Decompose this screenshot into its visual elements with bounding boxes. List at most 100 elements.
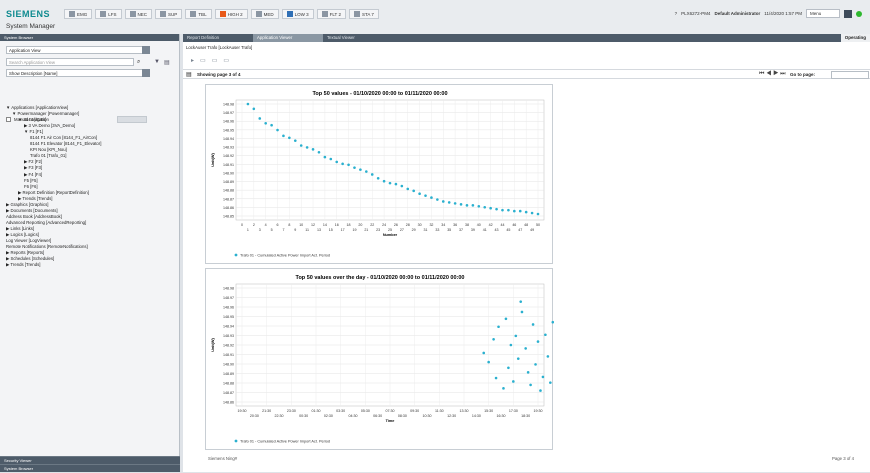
data-point (264, 122, 267, 125)
summary-item[interactable]: HIGH 2 (215, 9, 248, 19)
report-toolbar: ▸ ▭ ▭ ▭ (191, 57, 229, 64)
navigate-button[interactable] (117, 116, 147, 123)
layout-icon[interactable] (844, 10, 852, 18)
system-browser-tab[interactable]: System Browser (0, 464, 180, 472)
data-point (282, 135, 285, 138)
x-tick-label: 23:30 (287, 409, 296, 413)
filter-icon[interactable]: ▼ (154, 59, 160, 65)
data-point (547, 355, 550, 358)
data-point (532, 323, 535, 326)
summary-item-label: STA 7 (362, 12, 374, 17)
tree-node[interactable]: ▶ Trends [Trends] (6, 262, 101, 268)
tab-textual-viewer[interactable]: Textual Viewer (323, 34, 393, 42)
summary-item[interactable]: LFS (95, 9, 121, 19)
y-tick-label: 148.96 (223, 120, 234, 124)
x-tick-label: 5 (271, 228, 273, 232)
x-tick-label: 8 (288, 223, 290, 227)
y-tick-label: 148.98 (223, 287, 234, 291)
x-tick-label: 32 (429, 223, 433, 227)
data-point (324, 156, 327, 159)
copy-icon[interactable]: ▭ (212, 57, 218, 64)
page-navigation[interactable]: ⏮ ◀ ▶ ⏭ (759, 71, 786, 78)
menu-dropdown[interactable]: Menu (806, 9, 840, 18)
data-point (507, 367, 510, 370)
document-icon[interactable]: ▭ (200, 57, 206, 64)
data-point (406, 188, 409, 191)
data-point (312, 148, 315, 151)
summary-item[interactable]: MED (251, 9, 279, 19)
y-tick-label: 148.96 (223, 306, 234, 310)
x-tick-label: 17 (341, 228, 345, 232)
data-point (549, 381, 552, 384)
summary-item[interactable]: SUP (155, 9, 182, 19)
security-viewer-tab[interactable]: Security Viewer (0, 456, 180, 464)
chevron-down-icon[interactable] (142, 69, 150, 77)
legend-marker (235, 254, 238, 257)
save-icon[interactable]: ▤ (164, 59, 170, 66)
y-tick-label: 148.86 (223, 401, 234, 405)
x-tick-label: 18 (347, 223, 351, 227)
search-icon[interactable]: ⌕ (137, 59, 140, 66)
pagination-bar: ▤ Showing page 3 of 4 ⏮ ◀ ▶ ⏭ Go to page… (183, 69, 870, 79)
tree-node[interactable]: ▶ Report Definition [ReportDefinition] (6, 190, 101, 196)
x-tick-label: 05:30 (361, 409, 370, 413)
data-point (552, 321, 555, 324)
summary-item[interactable]: EMG (64, 9, 92, 19)
summary-item[interactable]: FLT 2 (317, 9, 346, 19)
x-tick-label: 04:30 (349, 414, 358, 418)
x-tick-label: 41 (483, 228, 487, 232)
date-time: 11/4/2020 1:57 PM (764, 11, 802, 16)
tab-report-definition[interactable]: Report Definition (183, 34, 253, 42)
chart-title: Top 50 values - 01/10/2020 00:00 to 01/1… (312, 91, 447, 97)
data-point (466, 204, 469, 207)
tab-application-viewer[interactable]: Application Viewer (253, 34, 323, 42)
data-point (495, 208, 498, 211)
chart-title: Top 50 values over the day - 01/10/2020 … (296, 275, 465, 281)
operating-mode[interactable]: Operating (841, 34, 870, 42)
data-point (521, 311, 524, 314)
x-tick-label: 1 (247, 228, 249, 232)
view-select[interactable]: Application View (6, 46, 148, 54)
data-point (258, 117, 261, 120)
data-point (389, 182, 392, 185)
summary-item[interactable]: STA 7 (349, 9, 379, 19)
x-tick-label: 44 (500, 223, 504, 227)
description-select[interactable]: Show Description [Name] (6, 69, 148, 77)
data-point (436, 198, 439, 201)
data-point (544, 333, 547, 336)
data-point (531, 212, 534, 215)
data-point (401, 185, 404, 188)
user-name: Default Administrator (714, 11, 760, 16)
summary-item[interactable]: LOW 3 (282, 9, 314, 19)
summary-item-label: NEC (138, 12, 148, 17)
y-tick-label: 148.93 (223, 146, 234, 150)
chevron-down-icon[interactable] (142, 46, 150, 54)
y-tick-label: 148.92 (223, 344, 234, 348)
summary-item[interactable]: TBL (185, 9, 211, 19)
data-point (383, 180, 386, 183)
x-tick-label: 12:30 (447, 414, 456, 418)
go-to-page-label: Go to page: (790, 72, 815, 77)
x-tick-label: 11:30 (435, 409, 444, 413)
go-to-page-input[interactable] (831, 71, 869, 79)
x-tick-label: 00:30 (299, 414, 308, 418)
summary-item-label: EMG (77, 12, 87, 17)
data-point (472, 204, 475, 207)
run-icon[interactable]: ▸ (191, 57, 194, 64)
data-point (460, 203, 463, 206)
y-tick-label: 148.93 (223, 334, 234, 338)
category-icon (287, 11, 293, 17)
summary-item[interactable]: NEC (125, 9, 153, 19)
search-input[interactable]: Search Application View (6, 58, 134, 66)
footer-left: Siemens Ning# (208, 456, 237, 461)
y-tick-label: 148.97 (223, 296, 234, 300)
x-tick-label: 09:30 (410, 409, 419, 413)
summary-item-label: TBL (198, 12, 206, 17)
status-icon (856, 11, 862, 17)
system-browser-header: System Browser (0, 34, 179, 41)
y-tick-label: 148.91 (223, 353, 234, 357)
export-icon[interactable]: ▭ (223, 57, 229, 64)
help-icon[interactable]: ? (675, 11, 678, 16)
save-icon[interactable]: ▤ (186, 71, 192, 78)
